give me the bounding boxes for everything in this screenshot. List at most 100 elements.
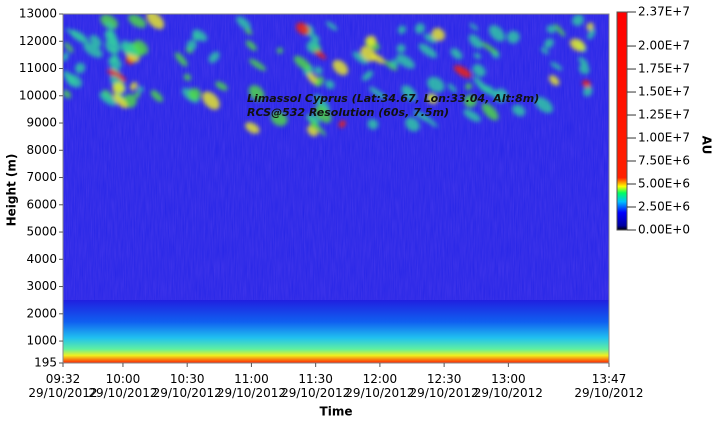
cloud: [306, 39, 320, 53]
cloud: [480, 41, 499, 55]
cloud: [293, 55, 311, 71]
cloud: [534, 96, 554, 114]
cloud: [112, 93, 128, 109]
y-tick-label: 1000: [26, 334, 57, 348]
cloud: [469, 23, 479, 31]
cloud: [383, 60, 398, 71]
cloud: [578, 63, 590, 75]
cloud: [99, 92, 117, 106]
y-tick-label: 7000: [26, 170, 57, 184]
colorbar: [616, 11, 628, 231]
cloud: [465, 83, 472, 91]
x-tick-label: 10:30 29/10/2012: [153, 372, 222, 400]
cloud: [89, 34, 102, 48]
cloud: [134, 91, 141, 98]
y-tick-label: 12000: [19, 34, 57, 48]
x-tick-label: 12:30 29/10/2012: [410, 372, 479, 400]
y-tick-label: 2000: [26, 306, 57, 320]
cloud: [338, 120, 346, 128]
cloud: [137, 86, 144, 93]
cloud: [326, 21, 338, 31]
cloud: [208, 51, 220, 63]
cloud: [578, 56, 589, 67]
cloud: [583, 86, 593, 97]
cloud: [405, 117, 420, 132]
cloud: [390, 59, 399, 68]
cloud: [215, 81, 228, 91]
cloud: [107, 69, 127, 82]
cloud: [488, 25, 506, 42]
cloud: [418, 43, 438, 58]
cloud: [481, 103, 499, 121]
cloud: [431, 28, 445, 41]
cloud: [587, 28, 596, 40]
cloud: [325, 79, 335, 90]
cloud: [362, 70, 374, 81]
cloud: [146, 14, 165, 30]
cloud: [473, 76, 489, 93]
cloud: [64, 42, 74, 53]
cloud: [314, 105, 332, 124]
annotation: RCS@532 Resolution (60s, 7.5m): [247, 106, 449, 119]
cloud: [307, 114, 320, 125]
cloud: [453, 65, 472, 78]
cloud: [310, 123, 317, 130]
cloud: [396, 54, 415, 69]
cloud: [365, 35, 377, 47]
cloud: [128, 14, 147, 28]
y-tick-label: 13000: [19, 7, 57, 21]
cloud: [463, 109, 481, 122]
cloud: [245, 40, 257, 51]
cloud: [270, 111, 288, 127]
cloud: [332, 59, 349, 76]
cloud: [472, 64, 486, 77]
cloud: [248, 58, 267, 71]
cloud: [352, 51, 369, 65]
colorbar-tick-label: 2.50E+6: [638, 200, 690, 214]
cloud: [582, 79, 592, 89]
cloud: [544, 38, 554, 49]
colorbar-tick-label: 0.00E+0: [638, 223, 690, 237]
cloud: [427, 76, 445, 93]
x-tick-label: 13:47 29/10/2012: [574, 372, 643, 400]
cloud: [202, 91, 220, 110]
cloud: [493, 88, 508, 103]
cloud: [447, 83, 457, 93]
colorbar-tick-label: 1.75E+7: [638, 62, 690, 76]
cloud: [468, 34, 483, 49]
cloud: [401, 85, 417, 101]
cloud: [314, 66, 323, 75]
cloud: [512, 104, 526, 117]
cloud: [463, 94, 477, 108]
cloud: [540, 47, 549, 55]
cloud: [396, 44, 406, 53]
cloud: [426, 93, 438, 104]
cloud: [129, 81, 138, 91]
cloud: [311, 120, 327, 137]
y-tick-label: 11000: [19, 61, 57, 75]
x-tick-label: 11:30 29/10/2012: [281, 372, 350, 400]
cloud: [186, 40, 197, 51]
cloud: [368, 86, 387, 100]
cloud: [397, 25, 407, 34]
cloud: [236, 16, 251, 30]
y-tick-label: 195: [34, 356, 57, 370]
y-axis-label: Height (m): [5, 154, 19, 227]
colorbar-tick-label: 7.50E+6: [638, 154, 690, 168]
cloud: [572, 14, 584, 26]
cloud: [414, 23, 426, 34]
cloud: [66, 74, 82, 88]
cloud: [133, 40, 149, 55]
cloud: [553, 23, 566, 37]
cloud: [121, 40, 139, 56]
cloud: [371, 53, 385, 64]
cloud: [108, 56, 122, 70]
cloud: [192, 29, 208, 42]
cloud: [244, 28, 253, 35]
colorbar-tick-label: 1.00E+7: [638, 131, 690, 145]
cloud: [109, 47, 117, 54]
cloud: [315, 76, 324, 87]
plot-frame: [62, 13, 610, 364]
x-tick-label: 09:32 29/10/2012: [28, 372, 97, 400]
